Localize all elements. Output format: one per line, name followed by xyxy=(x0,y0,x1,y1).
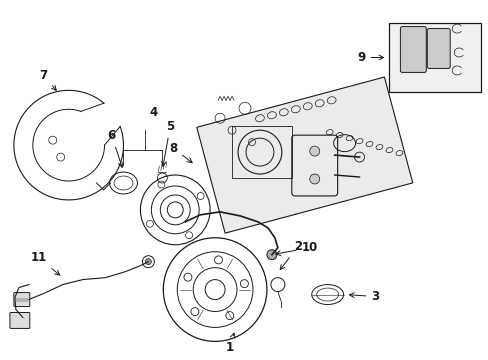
Circle shape xyxy=(266,250,276,260)
Text: 2: 2 xyxy=(280,240,301,270)
FancyBboxPatch shape xyxy=(427,28,449,68)
Text: 8: 8 xyxy=(169,141,192,163)
FancyBboxPatch shape xyxy=(400,27,426,72)
Polygon shape xyxy=(196,77,412,233)
Text: 3: 3 xyxy=(349,290,379,303)
Circle shape xyxy=(145,259,151,265)
Text: 4: 4 xyxy=(149,106,157,119)
Circle shape xyxy=(309,174,319,184)
Bar xyxy=(388,23,480,92)
Text: 1: 1 xyxy=(225,333,235,354)
Text: 5: 5 xyxy=(161,120,174,166)
Text: 9: 9 xyxy=(357,51,383,64)
Circle shape xyxy=(309,146,319,156)
Text: 10: 10 xyxy=(275,241,317,256)
Text: 11: 11 xyxy=(31,251,60,275)
FancyBboxPatch shape xyxy=(10,312,30,328)
Text: 7: 7 xyxy=(40,69,56,90)
FancyBboxPatch shape xyxy=(14,293,30,306)
Text: 6: 6 xyxy=(107,129,123,167)
